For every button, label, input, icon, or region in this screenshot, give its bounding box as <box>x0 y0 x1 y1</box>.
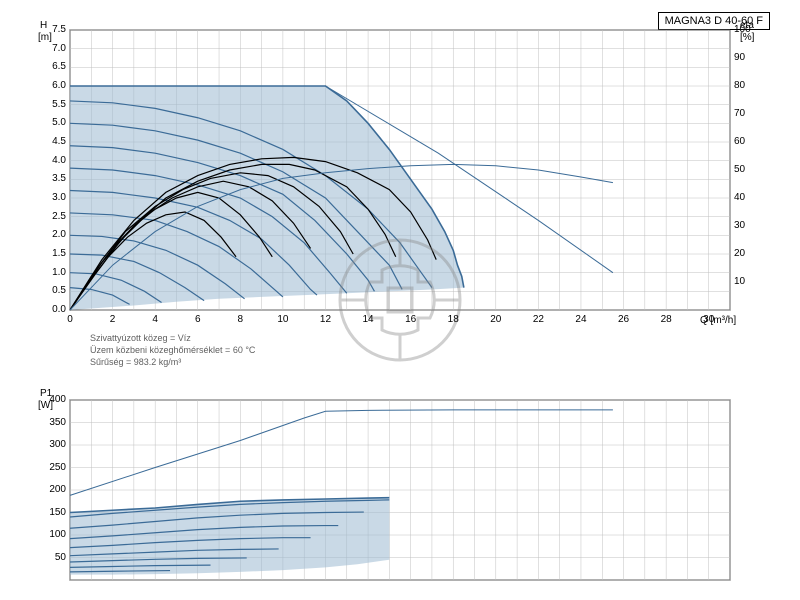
tick-label: 2.5 <box>40 211 66 222</box>
tick-label: 10 <box>275 314 291 325</box>
tick-label: 0 <box>62 314 78 325</box>
tick-label: 12 <box>317 314 333 325</box>
tick-label: 400 <box>36 394 66 405</box>
tick-label: 18 <box>445 314 461 325</box>
tick-label: 6 <box>190 314 206 325</box>
tick-label: 100 <box>36 529 66 540</box>
tick-label: 16 <box>403 314 419 325</box>
tick-label: 60 <box>734 136 758 147</box>
info-line-2: Üzem közbeni közeghőmérséklet = 60 °C <box>90 344 255 356</box>
tick-label: 30 <box>701 314 717 325</box>
tick-label: 8 <box>232 314 248 325</box>
tick-label: 250 <box>36 462 66 473</box>
tick-label: 6.5 <box>40 61 66 72</box>
tick-label: 200 <box>36 484 66 495</box>
tick-label: 4 <box>147 314 163 325</box>
tick-label: 350 <box>36 417 66 428</box>
tick-label: 90 <box>734 52 758 63</box>
tick-label: 50 <box>36 552 66 563</box>
chart-canvas: MAGNA3 D 40-60 F H [m] eta [%] P1 [W] Q … <box>0 0 800 600</box>
tick-label: 2.0 <box>40 229 66 240</box>
tick-label: 5.5 <box>40 99 66 110</box>
tick-label: 0.5 <box>40 285 66 296</box>
tick-label: 70 <box>734 108 758 119</box>
tick-label: 1.0 <box>40 267 66 278</box>
tick-label: 4.0 <box>40 155 66 166</box>
tick-label: 5.0 <box>40 117 66 128</box>
tick-label: 3.0 <box>40 192 66 203</box>
tick-label: 3.5 <box>40 173 66 184</box>
info-line-3: Sűrűség = 983.2 kg/m³ <box>90 356 255 368</box>
tick-label: 7.0 <box>40 43 66 54</box>
tick-label: 80 <box>734 80 758 91</box>
tick-label: 150 <box>36 507 66 518</box>
tick-label: 40 <box>734 192 758 203</box>
info-block: Szivattyúzott közeg = Víz Üzem közbeni k… <box>90 332 255 368</box>
tick-label: 50 <box>734 164 758 175</box>
tick-label: 100 <box>734 24 758 35</box>
tick-label: 7.5 <box>40 24 66 35</box>
info-line-1: Szivattyúzott közeg = Víz <box>90 332 255 344</box>
watermark-logo <box>330 230 470 370</box>
tick-label: 20 <box>488 314 504 325</box>
tick-label: 6.0 <box>40 80 66 91</box>
tick-label: 2 <box>105 314 121 325</box>
tick-label: 1.5 <box>40 248 66 259</box>
tick-label: 30 <box>734 220 758 231</box>
tick-label: 4.5 <box>40 136 66 147</box>
tick-label: 26 <box>616 314 632 325</box>
tick-label: 22 <box>530 314 546 325</box>
tick-label: 28 <box>658 314 674 325</box>
tick-label: 20 <box>734 248 758 259</box>
tick-label: 14 <box>360 314 376 325</box>
tick-label: 24 <box>573 314 589 325</box>
tick-label: 10 <box>734 276 758 287</box>
tick-label: 300 <box>36 439 66 450</box>
